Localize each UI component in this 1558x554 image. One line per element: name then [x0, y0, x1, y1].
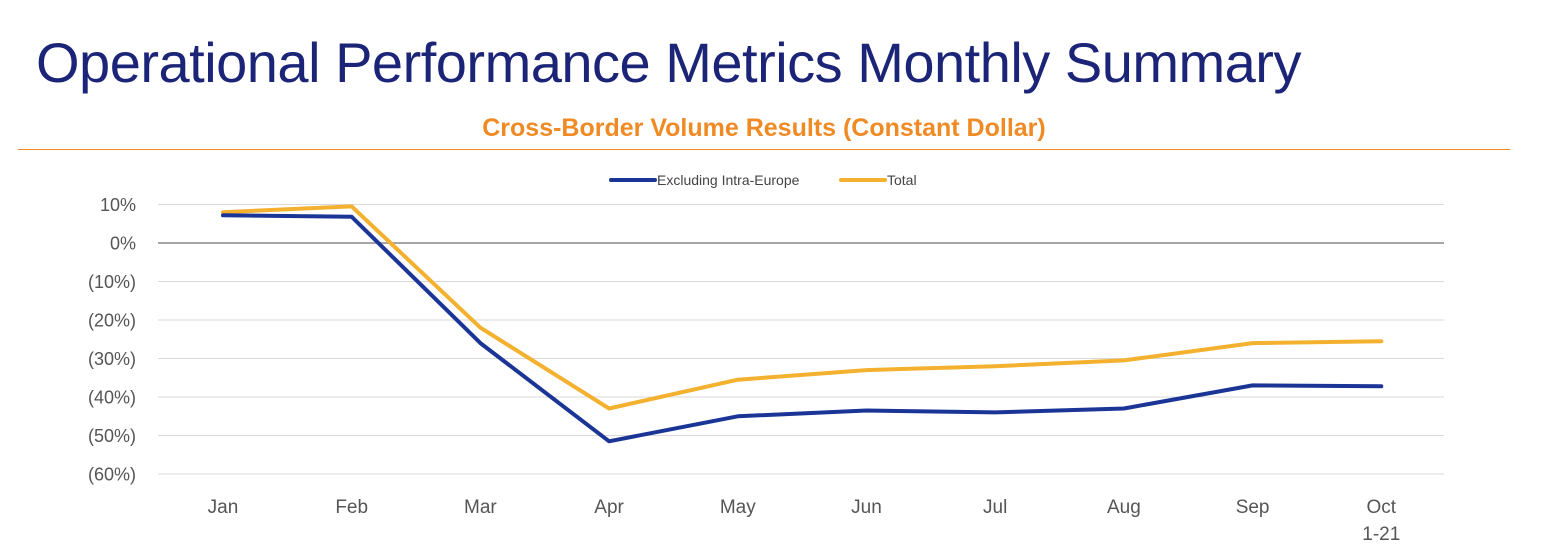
x-tick-label: Sep [1236, 497, 1270, 518]
x-tick-label: Jul [983, 497, 1007, 518]
x-tick-label: May [720, 497, 756, 518]
y-tick-label: (10%) [88, 272, 136, 292]
title-divider [18, 149, 1510, 150]
gridlines [158, 204, 1444, 475]
x-tick-sublabel: 1-21 [1362, 524, 1400, 545]
x-tick-label: Jun [851, 497, 882, 518]
series-line-excluding-intra-europe [221, 213, 1384, 444]
series-line-total [221, 204, 1384, 411]
y-tick-label: 10% [100, 195, 136, 215]
series-lines [221, 204, 1384, 444]
page-title: Operational Performance Metrics Monthly … [36, 31, 1301, 94]
legend-label: Total [887, 172, 917, 188]
y-tick-label: (50%) [88, 426, 136, 446]
legend-label: Excluding Intra-Europe [657, 172, 800, 188]
y-tick-label: (60%) [88, 465, 136, 485]
y-tick-label: (40%) [88, 388, 136, 408]
x-axis-ticks: Jan Feb Mar Apr May Jun Jul Aug Sep Oct 1-21 [208, 497, 1401, 545]
y-axis-ticks: 10% 0% (10%) (20%) (30%) (40%) (50%) (60%) [88, 195, 136, 485]
x-tick-label: Aug [1107, 497, 1141, 518]
chart-title: Cross-Border Volume Results (Constant Do… [482, 114, 1046, 142]
x-tick-label: Feb [335, 497, 368, 518]
legend: Excluding Intra-Europe Total [609, 172, 917, 188]
x-tick-label: Jan [208, 497, 239, 518]
x-tick-label: Apr [594, 497, 624, 518]
x-tick-label: Mar [464, 497, 497, 518]
y-tick-label: (30%) [88, 349, 136, 369]
y-tick-label: 0% [110, 234, 136, 254]
x-tick-label: Oct [1367, 497, 1397, 518]
y-tick-label: (20%) [88, 311, 136, 331]
